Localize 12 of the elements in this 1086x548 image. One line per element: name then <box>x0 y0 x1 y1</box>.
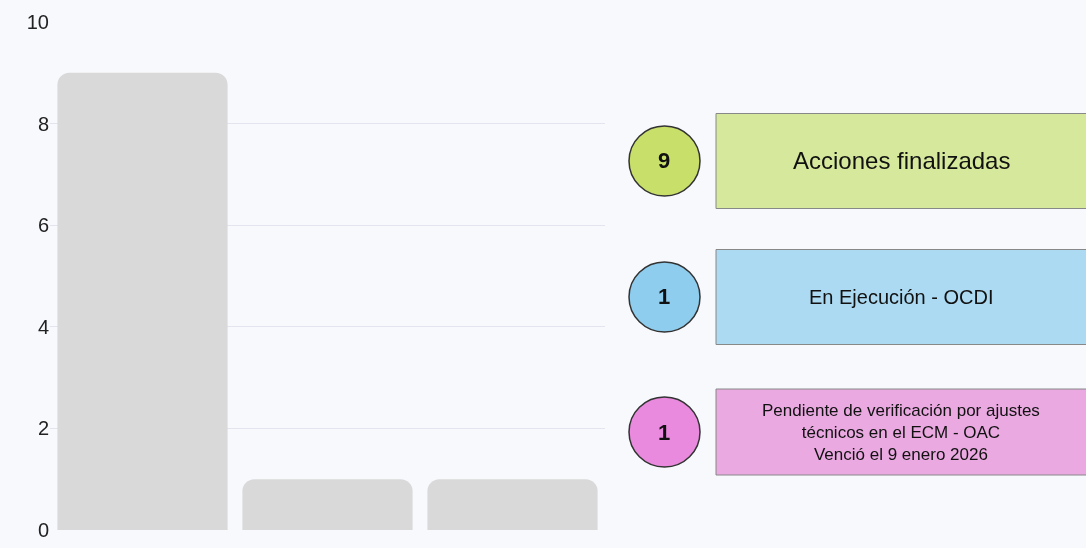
y-tick-label: 4 <box>37 315 49 338</box>
text: En Ejecución - OCDI <box>809 286 994 308</box>
text: 9 <box>658 148 671 173</box>
y-tick-label: 2 <box>37 417 49 440</box>
y-tick-label: 8 <box>37 112 49 135</box>
y-tick-label: 6 <box>37 214 49 237</box>
text: 1 <box>658 284 671 309</box>
text: Pendiente de verificación por ajustes técnicos en el ECM - OAC Venció el 9 enero 2026 <box>762 401 1040 465</box>
y-tick-label: 0 <box>37 519 49 541</box>
text: 1 <box>658 420 671 445</box>
y-tick-label: 10 <box>26 11 49 33</box>
text: Acciones finalizadas <box>793 147 1011 174</box>
